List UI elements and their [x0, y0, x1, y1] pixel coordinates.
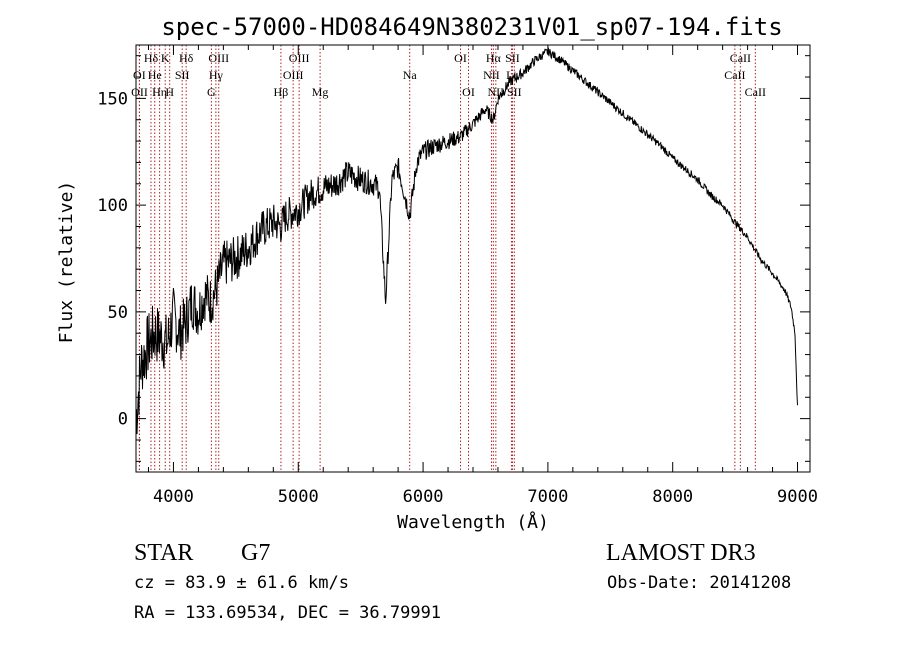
- spectral-line-label: OI: [133, 68, 146, 82]
- x-axis-ticks: 4000 5000 6000 7000 8000 9000: [147, 45, 818, 507]
- spectrum-chart: spec-57000-HD084649N380231V01_sp07-194.f…: [56, 13, 818, 533]
- spectral-line-label: OIII: [283, 68, 304, 82]
- spectral-line-label: G: [207, 85, 216, 99]
- spectral-line-label: CaII: [724, 68, 745, 82]
- x-tick-label: 8000: [652, 487, 693, 507]
- spectral-line-label: H: [165, 85, 174, 99]
- y-axis-label: Flux (relative): [56, 181, 77, 344]
- spectral-line-label: CaII: [745, 85, 766, 99]
- spectral-line-label: OIII: [208, 51, 229, 65]
- x-axis-label: Wavelength (Å): [397, 511, 549, 533]
- y-tick-label: 150: [97, 89, 128, 109]
- spectral-line-label: OII: [131, 85, 148, 99]
- spectral-line-label: SII: [505, 51, 520, 65]
- spectral-line-label: Hδ: [179, 51, 194, 65]
- x-tick-label: 7000: [527, 487, 568, 507]
- spectral-line-label: Hβ: [274, 85, 289, 99]
- spectral-line-label: He: [148, 68, 162, 82]
- redshift-velocity: cz = 83.9 ± 61.6 km/s: [134, 573, 349, 593]
- spectral-line-label: OI: [462, 85, 475, 99]
- spectral-line-label: Hη: [152, 85, 167, 99]
- spectral-line-label: CaII: [730, 51, 751, 65]
- spectral-subclass: G7: [241, 540, 271, 566]
- spectral-line-label: SII: [175, 68, 190, 82]
- x-tick-label: 6000: [403, 487, 444, 507]
- spectral-line-label: Hγ: [209, 68, 224, 82]
- flux-series-line: [135, 47, 798, 435]
- y-axis-ticks: 0 50 100 150: [97, 55, 810, 462]
- spectral-line-label: K: [161, 51, 170, 65]
- survey-name: LAMOST DR3: [606, 540, 756, 566]
- y-tick-label: 50: [108, 303, 128, 323]
- spectral-line-label: Na: [403, 68, 418, 82]
- y-tick-label: 100: [97, 196, 128, 216]
- observation-date: Obs-Date: 20141208: [607, 573, 792, 593]
- spectral-line-label: Li: [506, 68, 517, 82]
- spectral-line-label: Hδ: [144, 51, 159, 65]
- chart-title: spec-57000-HD084649N380231V01_sp07-194.f…: [161, 13, 782, 41]
- spectral-line-label: Hα: [486, 51, 502, 65]
- x-tick-label: 5000: [278, 487, 319, 507]
- sky-coordinates: RA = 133.69534, DEC = 36.79991: [134, 603, 442, 623]
- spectral-line-label: NII: [483, 68, 500, 82]
- y-tick-label: 0: [118, 410, 128, 430]
- spectral-line-label: OI: [454, 51, 467, 65]
- x-tick-label: 4000: [153, 487, 194, 507]
- spectral-line-label: SII: [507, 85, 522, 99]
- spectral-line-label: Mg: [312, 85, 329, 99]
- x-tick-label: 9000: [777, 487, 818, 507]
- spectral-line-label: OIII: [289, 51, 310, 65]
- object-class: STAR: [134, 540, 194, 566]
